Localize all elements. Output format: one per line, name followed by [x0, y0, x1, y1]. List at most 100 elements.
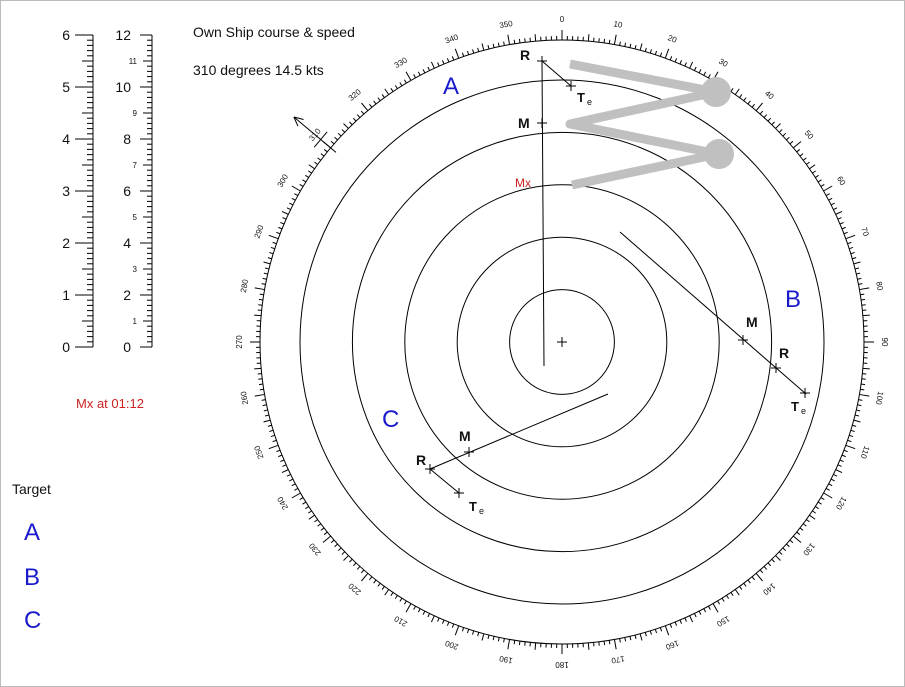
target-list-item-b[interactable]: B	[24, 564, 41, 591]
bearing-tick	[664, 625, 670, 636]
right-scale-label: 10	[115, 79, 131, 95]
bearing-tick	[291, 197, 296, 201]
bearing-tick	[337, 132, 342, 137]
target-list-item-c[interactable]: C	[24, 607, 42, 634]
target-a-m-label: M	[518, 115, 530, 131]
bearing-tick	[747, 579, 751, 584]
bearing-tick	[276, 231, 281, 235]
bearing-tick	[258, 383, 264, 386]
bearing-tick	[314, 161, 318, 165]
bearing-tick	[341, 129, 346, 133]
bearing-tick	[847, 241, 852, 245]
bearing-tick	[854, 414, 860, 417]
bearing-tick	[833, 207, 838, 211]
bearing-tick	[825, 487, 830, 491]
bearing-tick	[259, 388, 264, 391]
bearing-tick	[775, 123, 781, 129]
bearing-tick	[291, 483, 296, 487]
bearing-tick	[759, 569, 764, 574]
bearing-tick	[730, 88, 734, 92]
bearing-tick	[503, 638, 505, 643]
bearing-tick	[649, 49, 652, 54]
bearing-tick	[323, 531, 328, 535]
bearing-tick	[743, 97, 747, 102]
right-scale-label: 12	[115, 27, 131, 43]
bearing-tick	[739, 586, 743, 590]
right-scale-label: 4	[123, 235, 131, 251]
bearing-label: 240	[275, 495, 290, 512]
bearing-tick	[812, 170, 816, 174]
bearing-tick	[384, 589, 390, 596]
bearing-tick	[862, 314, 870, 317]
range-ring	[351, 131, 773, 553]
bearing-tick	[373, 579, 377, 584]
bearing-tick	[399, 82, 403, 87]
target-list-item-a[interactable]: A	[24, 519, 41, 546]
bearing-tick	[481, 43, 485, 51]
bearing-tick	[809, 514, 816, 520]
bearing-tick	[384, 88, 390, 95]
left-scale-label: 6	[62, 27, 70, 43]
bearing-tick	[839, 459, 844, 463]
bearing-tick	[507, 639, 511, 650]
bearing-tick	[518, 38, 521, 44]
bearing-tick	[390, 88, 394, 92]
bearing-tick	[853, 419, 861, 423]
bearing-tick	[280, 221, 285, 225]
bearing-tick	[356, 566, 361, 570]
bearing-label: 340	[444, 32, 460, 45]
bearing-tick	[613, 34, 617, 45]
bearing-tick	[629, 636, 632, 641]
bearing-tick	[454, 48, 460, 59]
bearing-tick	[843, 231, 848, 235]
bearing-tick	[820, 497, 825, 501]
target-a-pointer-knob	[701, 77, 731, 107]
bearing-tick	[786, 136, 790, 141]
bearing-tick	[751, 103, 755, 108]
bearing-tick	[619, 638, 621, 643]
bearing-tick	[492, 636, 495, 641]
bearing-tick	[281, 469, 289, 474]
bearing-tick	[437, 617, 440, 622]
bearing-tick	[278, 454, 283, 458]
bearing-tick	[264, 267, 270, 270]
bearing-tick	[302, 501, 307, 505]
bearing-label: 40	[763, 89, 776, 102]
bearing-tick	[828, 483, 833, 487]
bearing-tick	[437, 62, 440, 67]
right-scale-label: 8	[123, 131, 131, 147]
target-a-relative-line	[541, 60, 545, 367]
bearing-tick	[399, 597, 403, 602]
target-a-pointer-knob	[704, 139, 734, 169]
bearing-tick	[446, 621, 450, 626]
bearing-tick	[262, 404, 267, 407]
bearing-tick	[330, 539, 335, 544]
bearing-tick	[291, 185, 301, 192]
bearing-tick	[417, 71, 421, 76]
bearing-tick	[817, 179, 822, 183]
target-c-m-label: M	[459, 428, 471, 444]
bearing-tick	[308, 514, 315, 520]
target-a-te-label-e: e	[587, 97, 592, 107]
bearing-tick	[689, 615, 694, 623]
bearing-tick	[839, 221, 844, 225]
bearing-tick	[518, 640, 521, 646]
bearing-tick	[254, 287, 265, 291]
target-a-pointer-line	[565, 59, 723, 190]
bearing-tick	[289, 202, 294, 206]
bearing-tick	[763, 114, 768, 118]
bearing-tick	[534, 34, 537, 42]
bearing-tick	[261, 283, 266, 285]
bearing-tick	[809, 164, 816, 170]
bearing-tick	[789, 140, 794, 145]
bearing-tick	[302, 179, 307, 183]
bearing-tick	[674, 621, 678, 626]
bearing-tick	[497, 42, 500, 47]
bearing-label: 260	[239, 390, 250, 405]
bearing-tick	[644, 632, 647, 637]
bearing-tick	[270, 434, 275, 438]
bearing-tick	[835, 469, 843, 474]
bearing-tick	[659, 52, 663, 57]
bearing-tick	[497, 637, 500, 642]
bearing-tick	[830, 478, 835, 482]
